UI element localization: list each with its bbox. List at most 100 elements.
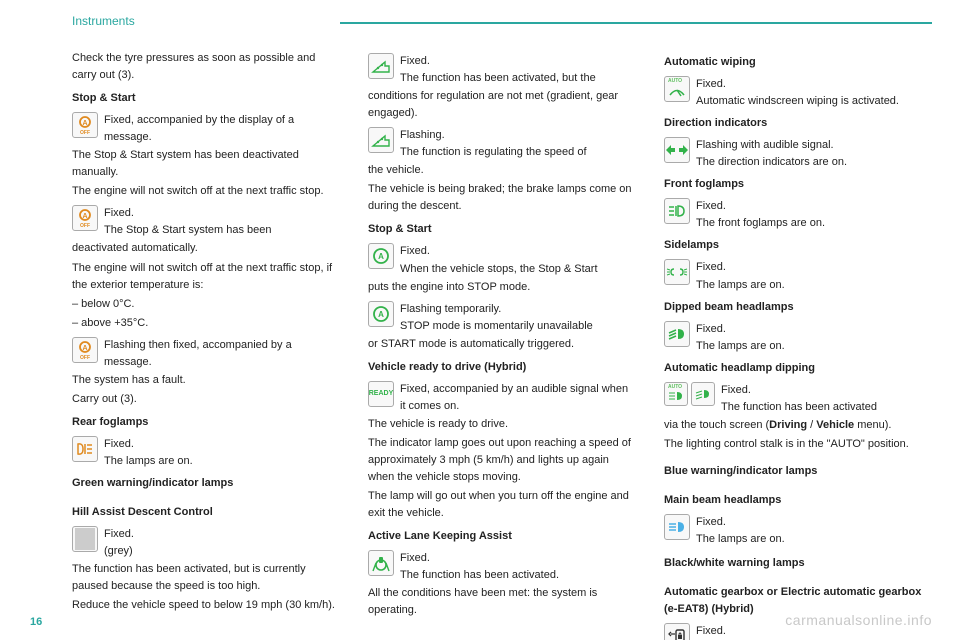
body-text: The vehicle is ready to drive. (368, 416, 636, 433)
content-columns: Check the tyre pressures as soon as poss… (72, 50, 932, 606)
body-text: Reduce the vehicle speed to below 19 mph… (72, 597, 340, 614)
indicator-row: Fixed. The function has been activated, b… (368, 53, 636, 87)
indicator-text: Flashing temporarily. (400, 303, 501, 315)
indicator-text: Fixed. (400, 552, 430, 564)
heading-stop-start: Stop & Start (368, 221, 636, 238)
indicator-text: The front foglamps are on. (696, 217, 825, 229)
body-text: via the touch screen (Driving / Vehicle … (664, 417, 932, 434)
heading-auto-wiping: Automatic wiping (664, 54, 932, 71)
indicator-text: When the vehicle stops, the Stop & Start (400, 263, 598, 275)
indicator-text: Flashing. (400, 129, 445, 141)
indicator-text: Flashing with audible signal. (696, 139, 834, 151)
hill-descent-icon (368, 127, 394, 153)
indicator-text: (grey) (104, 545, 133, 557)
body-text: The indicator lamp goes out upon reachin… (368, 435, 636, 486)
body-text: deactivated automatically. (72, 240, 340, 257)
indicator-text: Fixed. (104, 207, 134, 219)
body-text: The lighting control stalk is in the "AU… (664, 436, 932, 453)
indicator-text: Fixed. (696, 200, 726, 212)
indicator-text: Fixed, accompanied by an audible signal … (400, 383, 628, 412)
direction-indicator-icon (664, 137, 690, 163)
indicator-row: AUTO Fixed.The function has been activat… (664, 382, 932, 416)
heading-blue-lamps: Blue warning/indicator lamps (664, 463, 932, 480)
body-text: The vehicle is being braked; the brake l… (368, 181, 636, 215)
svg-text:A: A (82, 213, 87, 220)
section-title: Instruments (72, 14, 135, 28)
heading-dipped-beam: Dipped beam headlamps (664, 299, 932, 316)
auto-dipping-icon: AUTO (664, 382, 715, 406)
hill-descent-grey-icon (72, 526, 98, 552)
watermark: carmanualsonline.info (785, 612, 932, 628)
indicator-row: AUTO Fixed. Automatic windscreen wiping i… (664, 76, 932, 110)
indicator-row: Flashing. The function is regulating the … (368, 127, 636, 161)
rear-foglamp-icon (72, 436, 98, 462)
heading-stop-start: Stop & Start (72, 90, 340, 107)
svg-text:OFF: OFF (80, 355, 90, 360)
heading-direction: Direction indicators (664, 115, 932, 132)
svg-text:A: A (378, 252, 384, 261)
stop-start-off-icon: A OFF (72, 112, 98, 138)
body-text: conditions for regulation are not met (g… (368, 88, 636, 122)
indicator-text: Automatic windscreen wiping is activated… (696, 95, 899, 107)
indicator-text: Fixed. (696, 323, 726, 335)
indicator-text: Fixed. (696, 78, 726, 90)
indicator-text: Fixed. (400, 245, 430, 257)
body-text: the vehicle. (368, 162, 636, 179)
bullet: – below 0°C. (72, 296, 340, 313)
indicator-row: Fixed.The lamps are on. (664, 321, 932, 355)
indicator-row: Fixed.The lamps are on. (72, 436, 340, 470)
svg-text:OFF: OFF (80, 130, 90, 135)
heading-rear-fog: Rear foglamps (72, 414, 340, 431)
dipped-beam-icon (664, 321, 690, 347)
manual-page: Instruments Check the tyre pressures as … (0, 0, 960, 640)
svg-text:A: A (82, 120, 87, 127)
indicator-text: The lamps are on. (696, 533, 785, 545)
indicator-text: Fixed. (104, 438, 134, 450)
stop-start-icon: A (368, 301, 394, 327)
indicator-row: READY Fixed, accompanied by an audible s… (368, 381, 636, 415)
heading-sidelamps: Sidelamps (664, 237, 932, 254)
stop-start-off-icon: AOFF (72, 337, 98, 363)
gearbox-lock-icon (664, 623, 690, 640)
indicator-text: The function is regulating the speed of (400, 146, 587, 158)
heading-bw-lamps: Black/white warning lamps (664, 555, 932, 572)
indicator-text: Fixed. (400, 55, 430, 67)
indicator-row: Fixed.The function has been activated. (368, 550, 636, 584)
indicator-row: A Fixed. When the vehicle stops, the Stop… (368, 243, 636, 277)
heading-front-fog: Front foglamps (664, 176, 932, 193)
auto-wiping-icon: AUTO (664, 76, 690, 102)
indicator-row: Fixed.The lamps are on. (664, 514, 932, 548)
lane-keeping-icon (368, 550, 394, 576)
indicator-row: AOFF Fixed, accompanied by the display o… (72, 112, 340, 146)
front-foglamp-icon (664, 198, 690, 224)
column-3: Automatic wiping AUTO Fixed. Automatic wi… (664, 50, 932, 606)
indicator-text: Fixed. (696, 625, 726, 637)
hill-descent-icon (368, 53, 394, 79)
body-text: Check the tyre pressures as soon as poss… (72, 50, 340, 84)
main-beam-icon (664, 514, 690, 540)
body-text: All the conditions have been met: the sy… (368, 585, 636, 619)
body-text: The engine will not switch off at the ne… (72, 260, 340, 294)
body-text: The Stop & Start system has been deactiv… (72, 147, 340, 181)
body-text: The engine will not switch off at the ne… (72, 183, 340, 200)
indicator-text: Fixed. (696, 261, 726, 273)
heading-auto-dipping: Automatic headlamp dipping (664, 360, 932, 377)
body-text: The lamp will go out when you turn off t… (368, 488, 636, 522)
heading-main-beam: Main beam headlamps (664, 492, 932, 509)
heading-hill-assist: Hill Assist Descent Control (72, 504, 340, 521)
page-number: 16 (30, 616, 42, 628)
heading-vehicle-ready: Vehicle ready to drive (Hybrid) (368, 359, 636, 376)
heading-lane-assist: Active Lane Keeping Assist (368, 528, 636, 545)
stop-start-icon: A (368, 243, 394, 269)
indicator-row: Fixed.The lamps are on. (664, 259, 932, 293)
indicator-text: Fixed. (104, 528, 134, 540)
stop-start-off-icon: AOFF (72, 205, 98, 231)
indicator-text: STOP mode is momentarily unavailable (400, 320, 593, 332)
indicator-row: Fixed. The front foglamps are on. (664, 198, 932, 232)
header-rule (340, 22, 932, 24)
column-1: Check the tyre pressures as soon as poss… (72, 50, 340, 606)
body-text: The function has been activated, but is … (72, 561, 340, 595)
indicator-row: AOFF Flashing then fixed, accompanied by… (72, 337, 340, 371)
body-text: Carry out (3). (72, 391, 340, 408)
indicator-text: The function has been activated, but the (400, 72, 596, 84)
